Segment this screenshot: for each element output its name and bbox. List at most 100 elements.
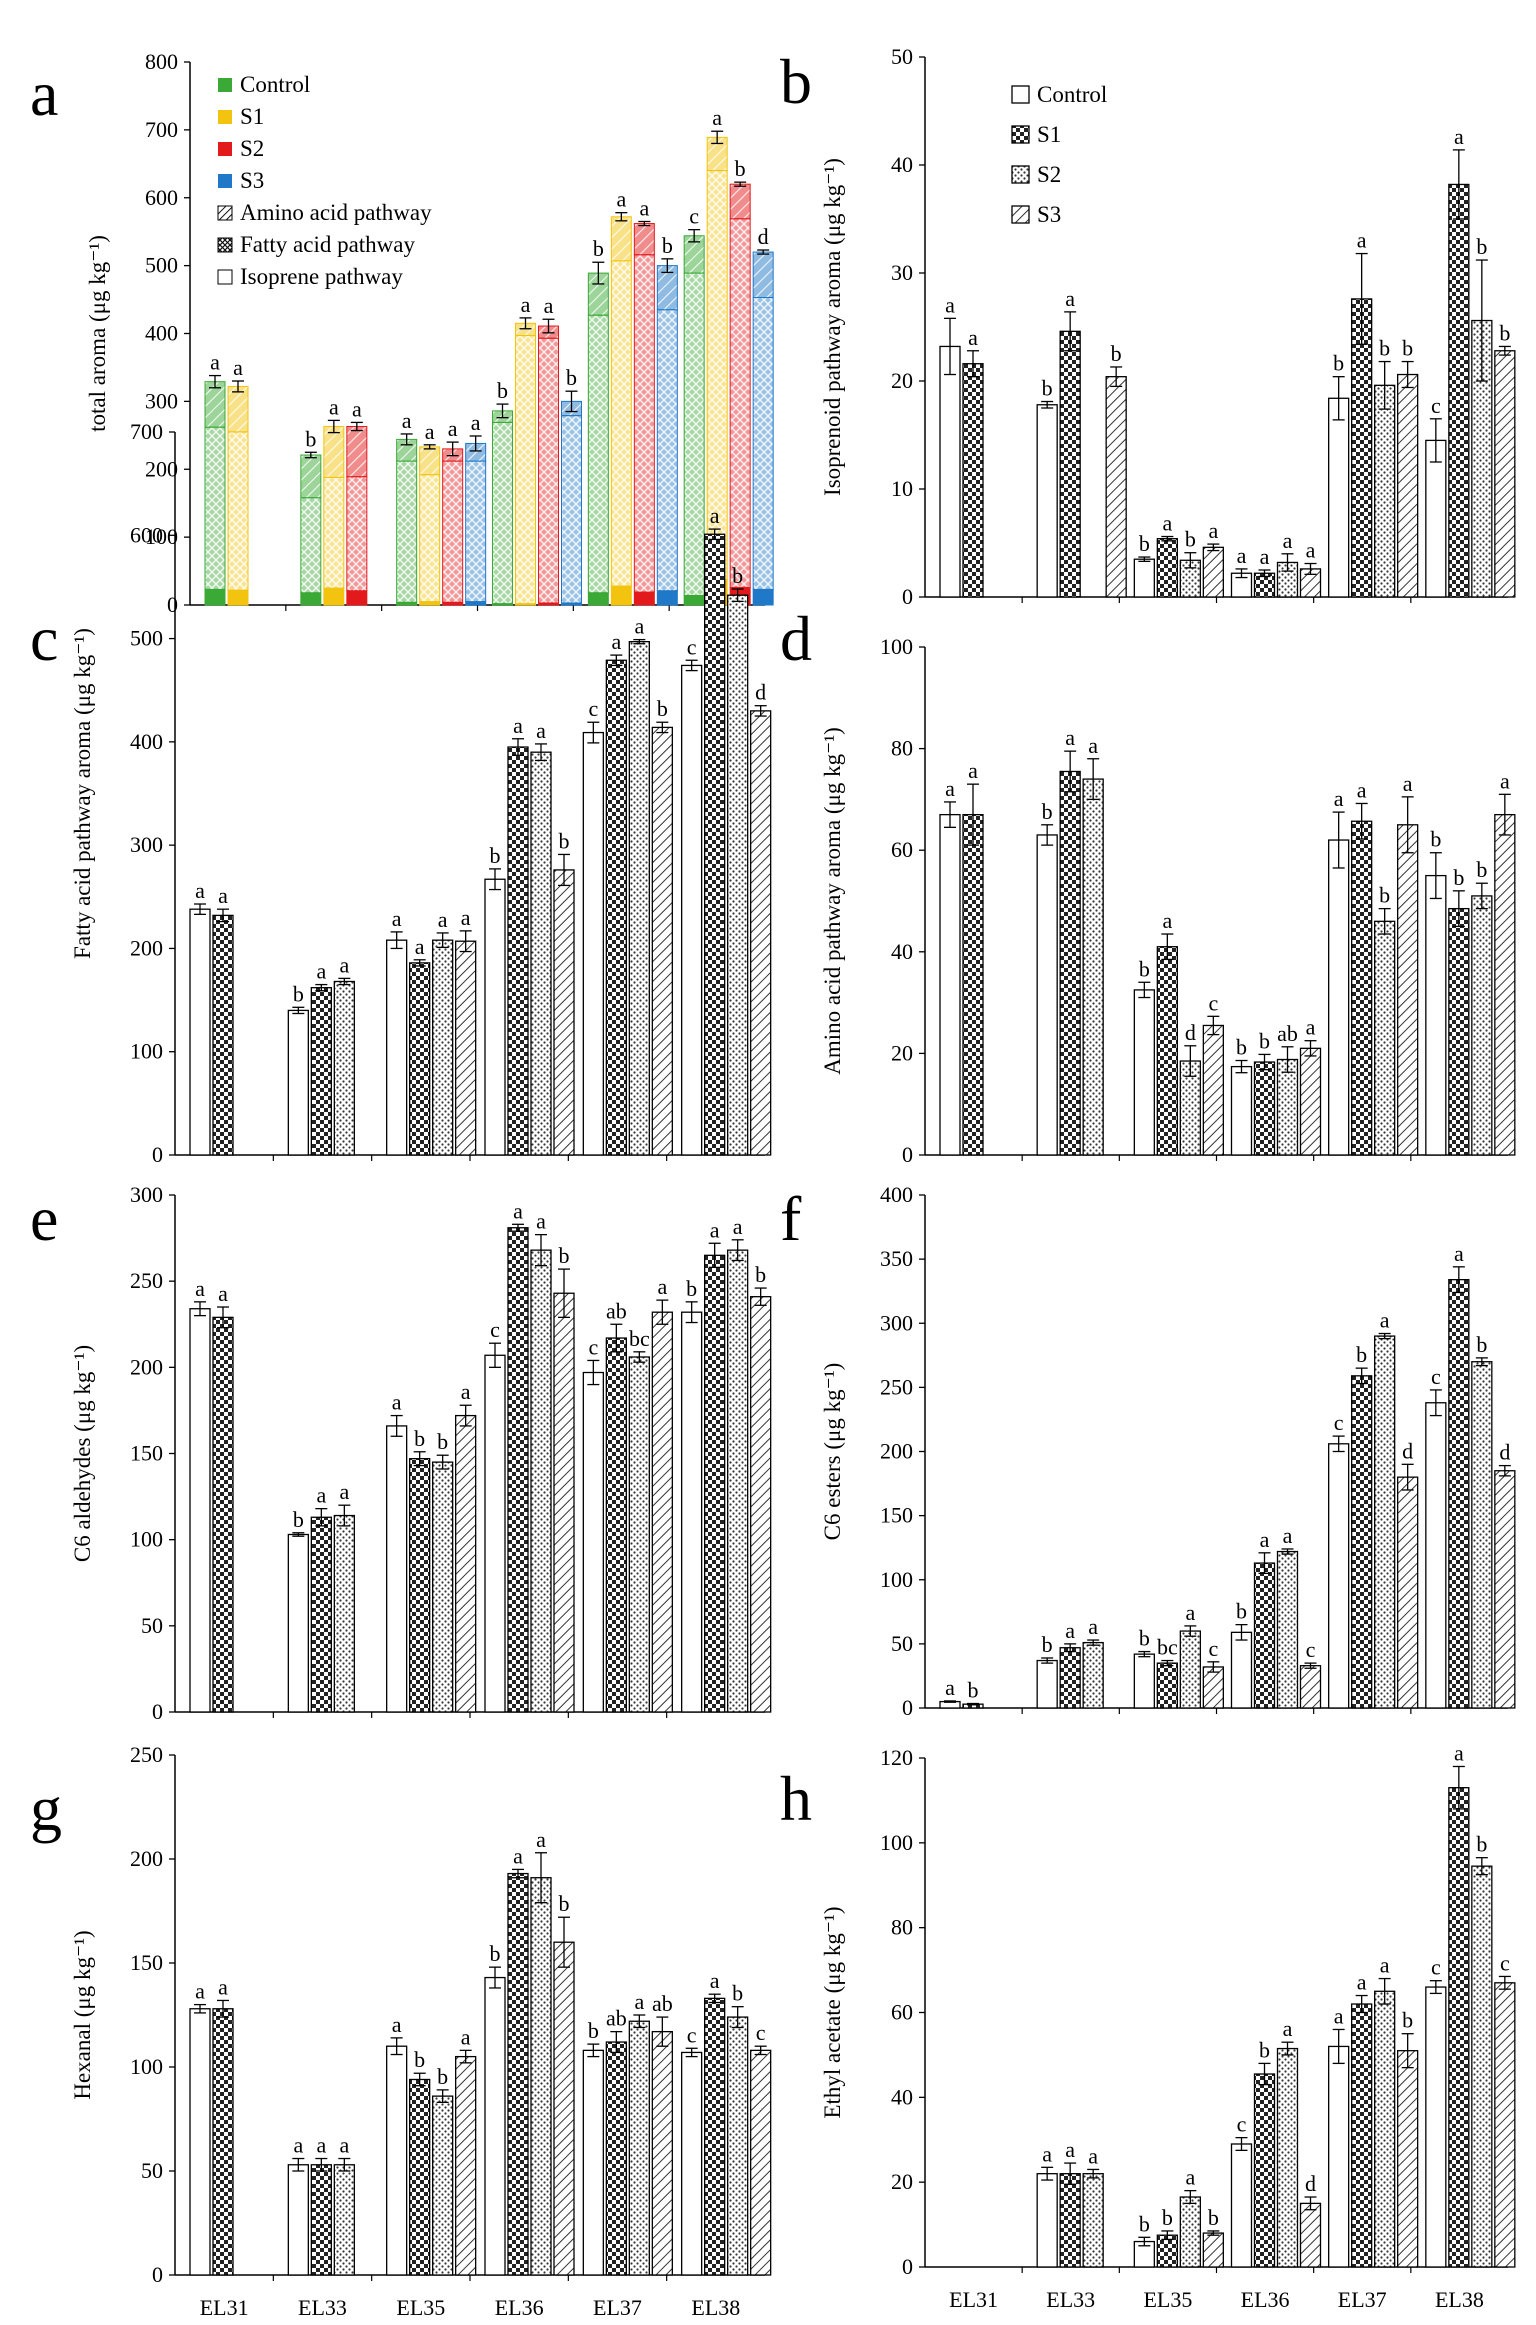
significance-letter: a — [195, 1979, 205, 2004]
significance-letter: c — [1431, 1955, 1441, 1980]
panel-g: g 0 50 100 150 200 250 EL31 EL33 EL35 EL36 EL37 EL38… — [30, 1742, 772, 2320]
y-tick-label: 50 — [141, 1613, 163, 1638]
bar-control — [1133, 989, 1155, 1156]
significance-letter: a — [733, 1214, 743, 1239]
significance-letter: a — [293, 2133, 303, 2158]
bar-s1 — [1448, 907, 1470, 1156]
y-tick-label: 400 — [130, 729, 163, 754]
bar-s2 — [333, 1514, 355, 1713]
significance-letter: a — [1283, 528, 1293, 553]
bar-s3 — [1397, 373, 1419, 598]
bar-control — [582, 1371, 604, 1713]
significance-letter: a — [1065, 286, 1075, 311]
significance-letter: a — [1357, 777, 1367, 802]
legend-label: S1 — [240, 104, 264, 129]
significance-letter: b — [497, 378, 508, 403]
bar-control — [386, 939, 408, 1156]
panel-letter: d — [780, 603, 812, 674]
significance-letter: b — [735, 156, 746, 181]
significance-letter: b — [414, 1426, 425, 1451]
bar-control — [1036, 834, 1058, 1156]
bar-s3 — [553, 1941, 575, 2276]
significance-letter: b — [1476, 1832, 1487, 1857]
significance-letter: b — [1356, 1342, 1367, 1367]
significance-letter: a — [316, 1483, 326, 1508]
significance-letter: a — [415, 934, 425, 959]
bar-s1 — [1253, 2073, 1276, 2268]
panel-d: d 0 20 40 60 80 100 Amino acid pathway aroma (μ… — [780, 603, 1516, 1167]
panel-a: a 0 100 200 300 400 500 600 700 800 total aroma (μ… — [30, 49, 774, 617]
significance-letter: a — [1088, 733, 1098, 758]
bar-s2 — [1374, 920, 1396, 1156]
bar-s3 — [750, 2049, 772, 2276]
bar-control — [1425, 1402, 1447, 1709]
significance-letter: b — [1499, 320, 1510, 345]
bar-isoprene-segment — [323, 588, 344, 605]
panel-h: h 0 20 40 60 80 100 120 EL31 EL33 EL35 EL36 EL37 EL38… — [780, 1740, 1516, 2312]
y-tick-label: 20 — [891, 1040, 913, 1065]
significance-letter: bc — [1157, 1635, 1178, 1660]
x-tick-label: EL35 — [1143, 2287, 1192, 2312]
significance-letter: a — [1306, 1015, 1316, 1040]
y-tick-label: 30 — [891, 260, 913, 285]
significance-letter: b — [588, 2018, 599, 2043]
bar-s1 — [1351, 820, 1373, 1156]
significance-letter: a — [392, 1390, 402, 1415]
bar-s1 — [409, 962, 431, 1156]
bar-isoprene-segment — [538, 602, 559, 605]
bar-fatty-acid-segment-hatch — [346, 476, 367, 591]
y-tick-label: 800 — [145, 49, 178, 74]
significance-letter: a — [195, 878, 205, 903]
significance-letter: a — [339, 2133, 349, 2158]
y-tick-label: 100 — [880, 634, 913, 659]
significance-letter: a — [218, 883, 228, 908]
panel-b: b 0 10 20 30 40 50 Isoprenoid pathway aroma (μg… — [780, 44, 1516, 609]
significance-letter: a — [710, 503, 720, 528]
bar-fatty-acid-segment-hatch — [753, 297, 774, 590]
y-tick-label: 100 — [130, 1527, 163, 1552]
significance-letter: d — [1499, 1440, 1510, 1465]
significance-letter: b — [559, 1243, 570, 1268]
bar-fatty-acid-segment-hatch — [442, 461, 463, 603]
significance-letter: a — [392, 906, 402, 931]
bar-s1 — [507, 1872, 529, 2276]
bar-s2 — [1471, 895, 1493, 1156]
y-axis-label: C6 esters (μg kg⁻¹) — [820, 1363, 845, 1541]
significance-letter: b — [437, 2064, 448, 2089]
bar-control — [484, 1976, 506, 2276]
bar-s3 — [1494, 813, 1516, 1156]
y-tick-label: 10 — [891, 476, 913, 501]
significance-letter: a — [536, 1827, 546, 1852]
legend-label: Control — [240, 72, 310, 97]
significance-letter: b — [1259, 2037, 1270, 2062]
significance-letter: a — [1042, 2141, 1052, 2166]
bar-isoprene-segment — [396, 602, 417, 605]
significance-letter: c — [588, 696, 598, 721]
significance-letter: b — [1333, 351, 1344, 376]
significance-letter: c — [490, 1317, 500, 1342]
bar-s2 — [1082, 778, 1104, 1156]
significance-letter: b — [305, 426, 316, 451]
bar-s1 — [1351, 2003, 1373, 2268]
bar-amino-acid-segment-hatch — [205, 381, 225, 428]
bar-s3 — [1105, 376, 1127, 598]
significance-letter: b — [1476, 234, 1487, 259]
legend-swatch — [217, 237, 233, 253]
bar-amino-acid-segment-hatch — [346, 426, 367, 477]
y-tick-label: 50 — [891, 1631, 913, 1656]
significance-letter: a — [233, 355, 243, 380]
y-tick-label: 100 — [130, 2054, 163, 2079]
bar-isoprene-segment — [492, 603, 513, 605]
bar-control — [189, 908, 211, 1156]
bar-s1 — [1351, 1375, 1373, 1709]
significance-letter: b — [293, 1507, 304, 1532]
significance-letter: a — [1162, 511, 1172, 536]
bar-control — [1328, 2045, 1350, 2268]
significance-letter: a — [448, 416, 458, 441]
bar-s2 — [727, 594, 749, 1156]
bar-s3 — [651, 1311, 673, 1713]
bar-s1 — [1059, 770, 1081, 1156]
bar-control — [1328, 397, 1350, 598]
y-tick-label: 0 — [152, 1142, 163, 1167]
bar-s3 — [1494, 1982, 1516, 2268]
